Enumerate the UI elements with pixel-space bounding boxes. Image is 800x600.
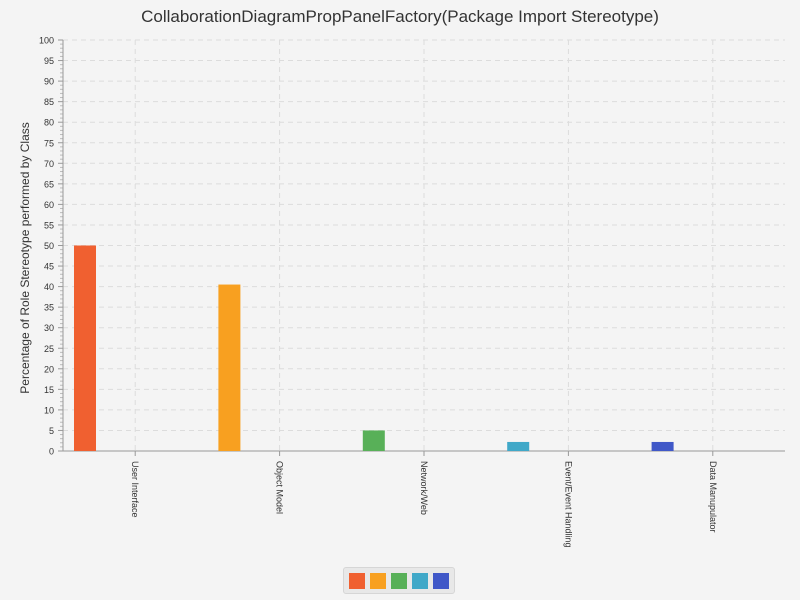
- y-tick-label: 55: [44, 220, 54, 230]
- y-tick-label: 35: [44, 303, 54, 313]
- y-axis-label: Percentage of Role Stereotype performed …: [18, 122, 32, 393]
- y-tick-label: 15: [44, 385, 54, 395]
- bar: [507, 441, 530, 451]
- x-tick-label: Data Manupulator: [708, 461, 718, 533]
- y-tick-label: 100: [39, 36, 54, 46]
- bar: [74, 245, 96, 451]
- bars: [74, 245, 674, 451]
- y-tick-label: 50: [44, 241, 54, 251]
- chart-title: CollaborationDiagramPropPanelFactory(Pac…: [141, 7, 659, 26]
- y-tick-label: 30: [44, 323, 54, 333]
- x-axis: User Interface Object Model Network/Web Eve…: [63, 450, 785, 548]
- legend-swatch: [349, 572, 365, 589]
- bar: [651, 441, 674, 451]
- y-tick-label: 25: [44, 344, 54, 354]
- legend-swatch: [433, 572, 449, 589]
- y-tick-label: 5: [49, 426, 54, 436]
- x-tick-label: Event/Event Handling: [563, 461, 573, 548]
- bar: [218, 284, 241, 451]
- bar: [362, 430, 385, 451]
- y-tick-label: 45: [44, 262, 54, 272]
- y-tick-label: 60: [44, 200, 54, 210]
- legend-swatch: [391, 572, 407, 589]
- y-tick-label: 20: [44, 364, 54, 374]
- y-tick-label: 75: [44, 138, 54, 148]
- x-tick-label: Network/Web: [419, 461, 429, 515]
- y-tick-label: 65: [44, 179, 54, 189]
- gridlines: [63, 39, 785, 451]
- x-tick-label: Object Model: [275, 461, 285, 514]
- y-tick-label: 10: [44, 405, 54, 415]
- legend-swatch: [412, 572, 428, 589]
- y-tick-label: 90: [44, 77, 54, 87]
- x-tick-label: User Interface: [130, 461, 140, 518]
- y-tick-label: 80: [44, 118, 54, 128]
- y-axis: 0 5 10 15 20 25 30 35 40 45 50 55 60 65 70 75 80 85 90 95 10…: [39, 36, 64, 457]
- legend: [343, 567, 455, 594]
- legend-swatch: [370, 572, 386, 589]
- y-tick-label: 95: [44, 56, 54, 66]
- y-tick-label: 85: [44, 97, 54, 107]
- y-tick-label: 70: [44, 159, 54, 169]
- y-tick-label: 40: [44, 282, 54, 292]
- y-tick-label: 0: [49, 447, 54, 457]
